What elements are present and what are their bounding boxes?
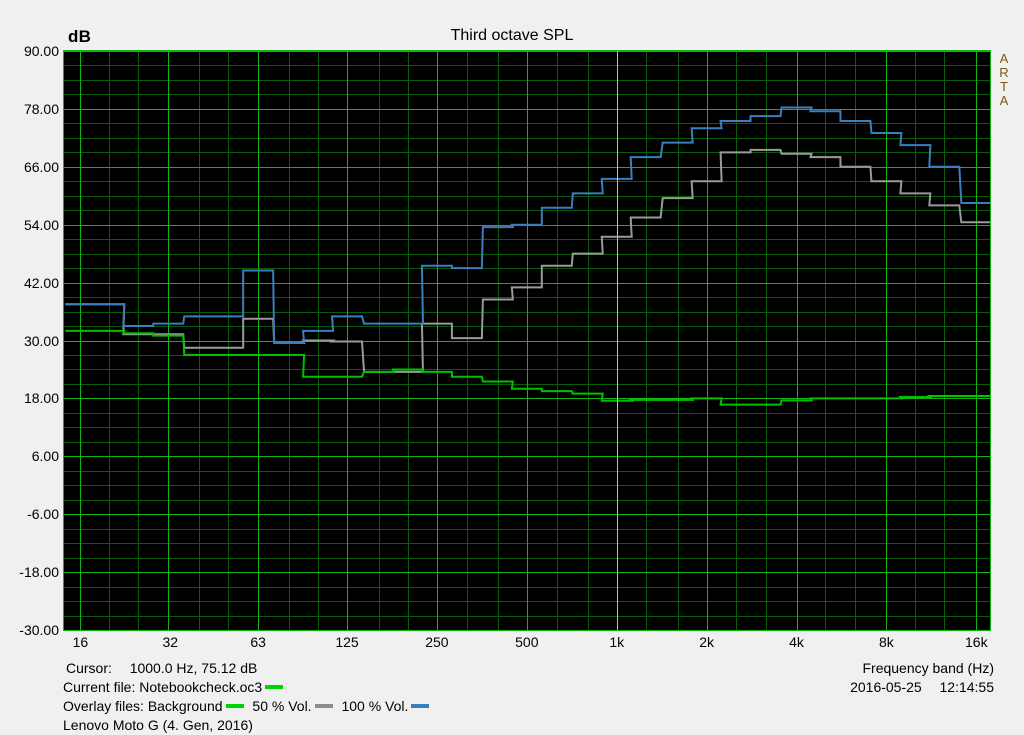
- x-axis-tick-label: 32: [162, 634, 179, 650]
- x-axis-tick-label: 16k: [965, 634, 988, 650]
- series-100-percent-volume: [65, 106, 990, 344]
- legend-item-50-vol[interactable]: 50 % Vol.: [252, 698, 312, 714]
- y-axis-tick-label: -30.00: [19, 622, 59, 638]
- x-axis-tick-label: 125: [335, 634, 359, 650]
- x-axis-labels: 16 32 63 125 250 500 1k 2k 4k 8k 16k: [63, 634, 991, 656]
- page-title: Third octave SPL: [450, 27, 574, 44]
- overlay-files-label: Overlay files:: [63, 698, 144, 714]
- legend-swatch-current-file: [265, 685, 284, 690]
- current-file-row: Current file: Notebookcheck.oc3: [63, 679, 288, 695]
- chart-canvas: [64, 51, 990, 630]
- arta-watermark-char: A: [999, 51, 1009, 66]
- series-background: [65, 329, 990, 406]
- x-axis-tick-label: 4k: [789, 634, 804, 650]
- legend-swatch-100-vol: [411, 704, 430, 709]
- y-axis-tick-label: 42.00: [23, 274, 59, 291]
- y-axis-labels: 90.00 78.00 66.00 54.00 42.00 30.00 18.00 6.00 -…: [0, 43, 59, 638]
- x-axis-tick-label: 2k: [699, 634, 715, 650]
- capture-date: 2016-05-25: [850, 679, 922, 695]
- arta-watermark-char: R: [999, 65, 1009, 80]
- arta-watermark-char: T: [1000, 79, 1008, 94]
- chart-plot-area[interactable]: [63, 50, 991, 631]
- legend-swatch-50-vol: [314, 704, 333, 709]
- x-axis-tick-label: 8k: [879, 634, 894, 650]
- capture-time: 12:14:55: [939, 679, 995, 695]
- x-axis-tick-label: 63: [250, 634, 266, 650]
- x-axis-tick-label: 16: [72, 634, 89, 650]
- y-axis-tick-label: 78.00: [23, 100, 59, 117]
- legend-item-100-vol[interactable]: 100 % Vol.: [341, 698, 409, 714]
- legend-swatch-background: [225, 704, 244, 709]
- current-file-label: Current file:: [63, 679, 136, 695]
- overlay-files-row: Overlay files: Background 50 % Vol. 100 …: [63, 698, 434, 714]
- y-axis-tick-label: 54.00: [23, 216, 59, 233]
- cursor-label: Cursor:: [66, 660, 112, 676]
- y-axis-tick-label: 66.00: [23, 158, 59, 175]
- y-axis-unit-label: dB: [68, 27, 92, 46]
- legend-item-background[interactable]: Background: [147, 698, 223, 714]
- device-name: Lenovo Moto G (4. Gen, 2016): [63, 717, 253, 733]
- y-axis-tick-label: -6.00: [27, 506, 59, 523]
- x-axis-tick-label: 500: [515, 634, 539, 650]
- capture-datetime: 2016-05-25 12:14:55: [850, 679, 994, 695]
- y-axis-tick-label: 90.00: [23, 43, 59, 59]
- x-axis-tick-label: 250: [425, 634, 449, 650]
- x-axis-tick-label: 1k: [609, 634, 625, 650]
- x-axis-title: Frequency band (Hz): [862, 660, 994, 676]
- y-axis-tick-label: 18.00: [23, 390, 59, 407]
- current-file-name[interactable]: Notebookcheck.oc3: [139, 679, 263, 695]
- cursor-value: 1000.0 Hz, 75.12 dB: [129, 660, 258, 676]
- cursor-readout: Cursor: 1000.0 Hz, 75.12 dB: [66, 660, 257, 676]
- series-50-percent-volume: [65, 148, 990, 373]
- y-axis-tick-label: 30.00: [23, 332, 59, 349]
- arta-watermark-char: A: [999, 93, 1009, 108]
- y-axis-tick-label: 6.00: [31, 448, 59, 465]
- y-axis-tick-label: -18.00: [19, 564, 59, 581]
